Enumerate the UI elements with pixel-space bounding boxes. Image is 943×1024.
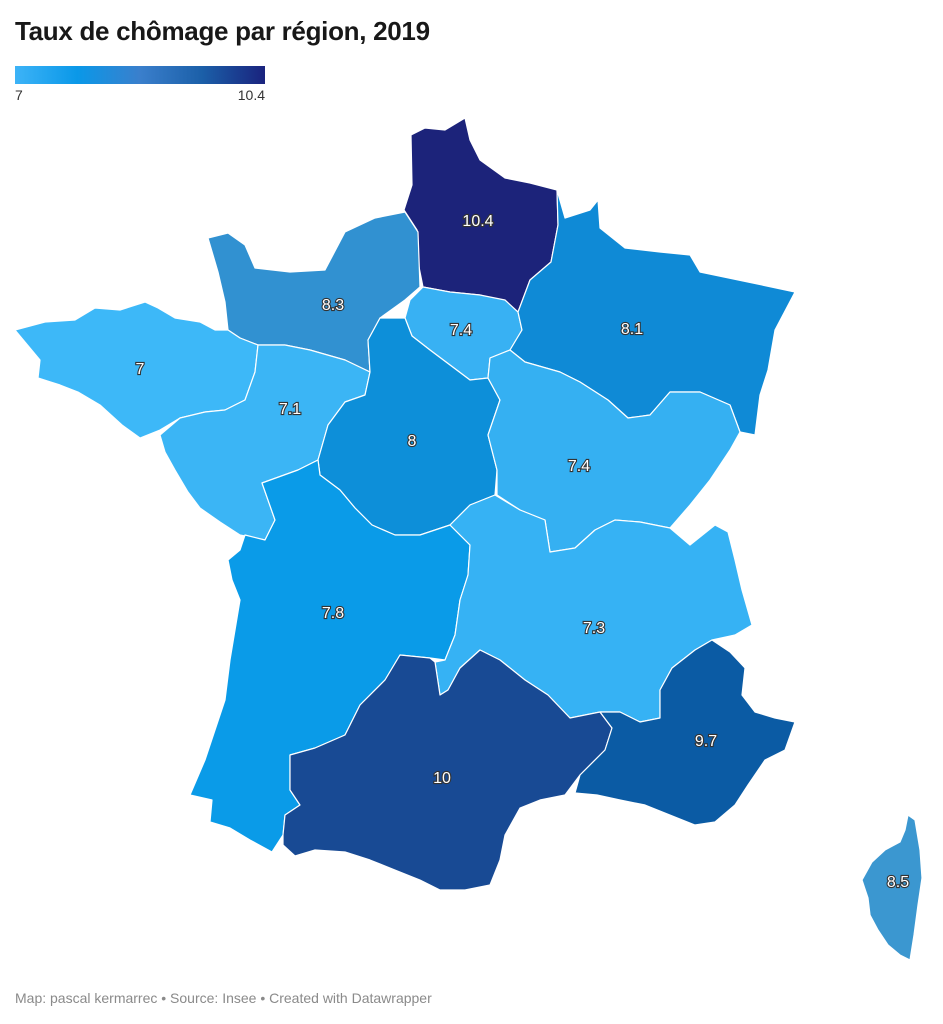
region-bourgogne-franche-comte[interactable]: 7.4 bbox=[487, 349, 741, 553]
region-value-label: 8.3 bbox=[322, 297, 344, 314]
region-value-label: 7.1 bbox=[279, 401, 301, 418]
legend-max-label: 10.4 bbox=[237, 87, 265, 103]
color-legend: 7 10.4 bbox=[15, 66, 265, 103]
region-value-label: 10.4 bbox=[462, 213, 493, 230]
map-footer-credits: Map: pascal kermarrec • Source: Insee • … bbox=[15, 990, 432, 1006]
region-value-label: 7.8 bbox=[322, 605, 344, 622]
region-occitanie[interactable]: 10 bbox=[282, 649, 613, 891]
legend-min-label: 7 bbox=[15, 87, 23, 103]
region-value-label: 9.7 bbox=[695, 733, 717, 750]
region-value-label: 7 bbox=[136, 361, 145, 378]
legend-gradient-bar bbox=[15, 66, 265, 84]
region-value-label: 10 bbox=[433, 770, 451, 787]
region-value-label: 7.4 bbox=[568, 458, 590, 475]
region-corse[interactable]: 8.5 bbox=[861, 814, 923, 961]
region-value-label: 8.5 bbox=[887, 874, 909, 891]
region-value-label: 8.1 bbox=[621, 321, 643, 338]
region-value-label: 8 bbox=[408, 433, 417, 450]
region-value-label: 7.3 bbox=[583, 620, 605, 637]
region-provence-alpes-cote-d-azur[interactable]: 9.7 bbox=[574, 639, 796, 826]
map-title: Taux de chômage par région, 2019 bbox=[15, 16, 430, 46]
region-value-label: 7.4 bbox=[450, 322, 472, 339]
